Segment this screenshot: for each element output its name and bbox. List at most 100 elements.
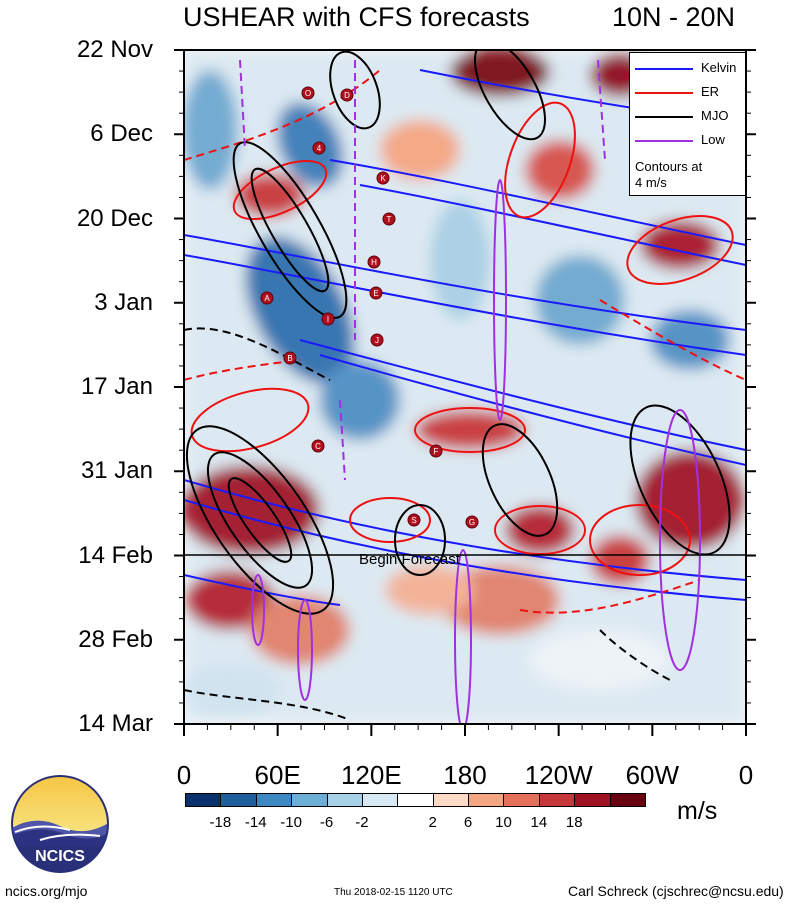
storm-label: F <box>434 447 439 456</box>
storm-label: B <box>287 354 292 363</box>
legend-swatch <box>635 116 693 118</box>
storm-marker: C <box>311 439 325 453</box>
y-tick-label: 14 Mar <box>78 710 153 737</box>
logo-text: NCICS <box>35 848 85 865</box>
ncics-logo: NCICS <box>11 775 109 873</box>
colorbar-swatch <box>291 793 328 807</box>
colorbar-swatch <box>255 793 293 807</box>
storm-label: K <box>380 174 386 183</box>
footer-author: Carl Schreck (cjschrec@ncsu.edu) <box>568 883 784 899</box>
colorbar-swatch <box>468 793 505 807</box>
storm-marker: K <box>376 171 390 185</box>
storm-marker: D <box>340 88 354 102</box>
storm-marker: G <box>465 515 479 529</box>
storm-label: 4 <box>317 144 322 153</box>
y-tick-label: 22 Nov <box>76 36 153 63</box>
storm-label: D <box>344 91 350 100</box>
legend-label: ER <box>701 84 720 99</box>
colorbar-swatch <box>326 793 363 807</box>
mjo-contours <box>184 50 731 721</box>
y-tick-label: 6 Dec <box>90 120 153 148</box>
footer-url[interactable]: ncics.org/mjo <box>5 883 88 899</box>
x-tick-label: 180 <box>443 760 487 790</box>
chart-subtitle: 10N - 20N <box>612 2 736 32</box>
colorbar-swatch <box>185 793 222 807</box>
axis-ticks <box>174 49 756 736</box>
legend-label: Kelvin <box>701 60 737 75</box>
colorbar-label: -18 <box>209 814 232 831</box>
y-tick-label: 17 Jan <box>80 373 153 400</box>
kelvin-contours <box>184 69 746 606</box>
y-tick-label: 14 Feb <box>78 541 153 569</box>
legend-note-line2: 4 m/s <box>635 175 667 190</box>
storm-marker: H <box>367 255 381 269</box>
tropical-cyclone-markers: O D 4 K T H E A I J B C F S G <box>260 86 479 529</box>
y-tick-label: 20 Dec <box>76 204 153 232</box>
storm-label: J <box>375 336 379 345</box>
storm-marker: I <box>321 312 335 326</box>
colorbar-label: 6 <box>463 814 473 831</box>
legend-swatch <box>635 68 693 70</box>
storm-label: E <box>373 289 378 298</box>
forecast-label: Begin Forecast <box>359 551 461 568</box>
storm-label: H <box>371 258 377 267</box>
legend-note: Contours at 4 m/s <box>635 159 702 191</box>
storm-label: A <box>264 294 270 303</box>
y-tick-label: 31 Jan <box>80 457 153 485</box>
x-tick-label: 120E <box>340 760 402 790</box>
storm-marker: O <box>301 86 315 100</box>
storm-label: G <box>469 518 475 527</box>
colorbar-swatch <box>397 793 434 807</box>
colorbar-swatch <box>432 793 470 807</box>
x-tick-label: 60E <box>254 760 301 790</box>
storm-marker: B <box>283 351 297 365</box>
storm-label: I <box>327 315 329 324</box>
colorbar-label: 2 <box>428 814 437 831</box>
colorbar-swatch <box>361 793 399 807</box>
colorbar <box>185 793 646 809</box>
legend-entry: MJO <box>630 107 745 127</box>
low-contours <box>239 59 701 724</box>
storm-marker: T <box>382 212 396 226</box>
colorbar-swatch <box>609 793 646 807</box>
colorbar-units: m/s <box>677 797 718 825</box>
chart-title: USHEAR with CFS forecasts <box>183 2 530 32</box>
colorbar-swatch <box>503 793 540 807</box>
legend-label: Low <box>701 132 725 147</box>
storm-label: S <box>411 516 416 525</box>
storm-label: O <box>305 89 311 98</box>
x-tick-label: 120W <box>524 760 593 790</box>
x-tick-label: 60W <box>625 760 680 790</box>
footer-timestamp: Thu 2018-02-15 1120 UTC <box>334 887 453 898</box>
colorbar-label: -6 <box>319 814 334 831</box>
storm-marker: 4 <box>312 141 326 155</box>
legend-entry: ER <box>630 83 745 103</box>
legend-note-line1: Contours at <box>635 159 703 174</box>
colorbar-label: -2 <box>355 814 369 831</box>
legend-swatch <box>635 92 693 94</box>
storm-marker: A <box>260 291 274 305</box>
y-tick-label: 28 Feb <box>78 625 153 653</box>
storm-marker: E <box>369 286 383 300</box>
storm-marker: F <box>429 444 443 458</box>
storm-marker: J <box>370 333 384 347</box>
colorbar-label: -10 <box>280 814 302 831</box>
colorbar-swatch <box>220 793 257 807</box>
legend-label: MJO <box>701 108 729 123</box>
colorbar-label: 14 <box>530 814 548 831</box>
colorbar-swatch <box>538 793 576 807</box>
x-tick-label: 0 <box>176 760 192 790</box>
legend-entry: Low <box>630 131 745 151</box>
colorbar-label: -14 <box>244 814 267 831</box>
storm-label: T <box>387 215 392 224</box>
colorbar-swatch <box>574 793 611 807</box>
storm-marker: S <box>407 513 421 527</box>
legend-swatch <box>635 140 693 142</box>
legend-entry: Kelvin <box>630 59 745 79</box>
x-tick-label: 0 <box>738 760 754 790</box>
colorbar-label: 10 <box>495 814 512 831</box>
storm-label: C <box>315 442 321 451</box>
colorbar-label: 18 <box>565 814 583 831</box>
y-tick-label: 3 Jan <box>94 288 153 316</box>
legend: Kelvin ER MJO Low Contours at 4 m/s <box>629 52 746 196</box>
